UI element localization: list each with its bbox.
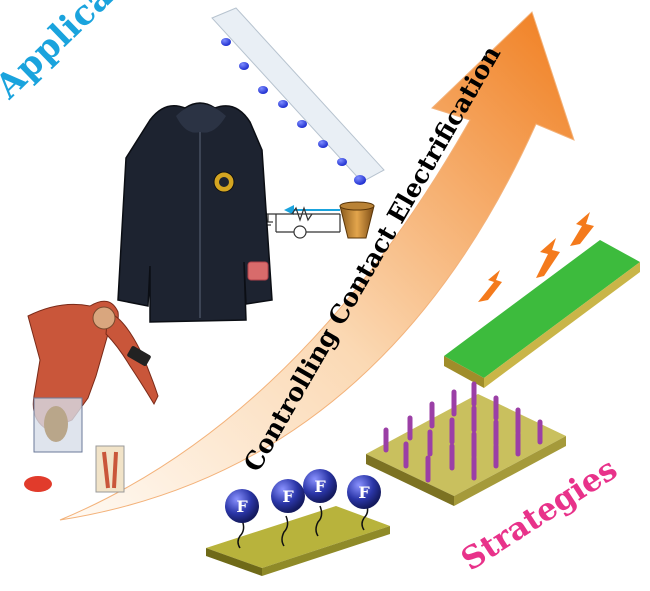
green-plate	[444, 240, 640, 388]
fluorine-label: F	[236, 497, 248, 516]
fluorine-label: F	[314, 477, 326, 496]
pillar-array	[366, 381, 566, 506]
circuit	[262, 205, 341, 239]
fluorine-label: F	[358, 483, 370, 502]
fluorine-label: F	[282, 487, 294, 506]
jacket	[117, 102, 273, 323]
cup	[339, 201, 375, 239]
muscle-figure	[24, 300, 159, 493]
spark-icon	[478, 212, 594, 302]
fluorine-molecule: F F F F	[206, 469, 390, 576]
droplet-slide	[211, 7, 385, 185]
curved-arrow	[59, 11, 575, 521]
